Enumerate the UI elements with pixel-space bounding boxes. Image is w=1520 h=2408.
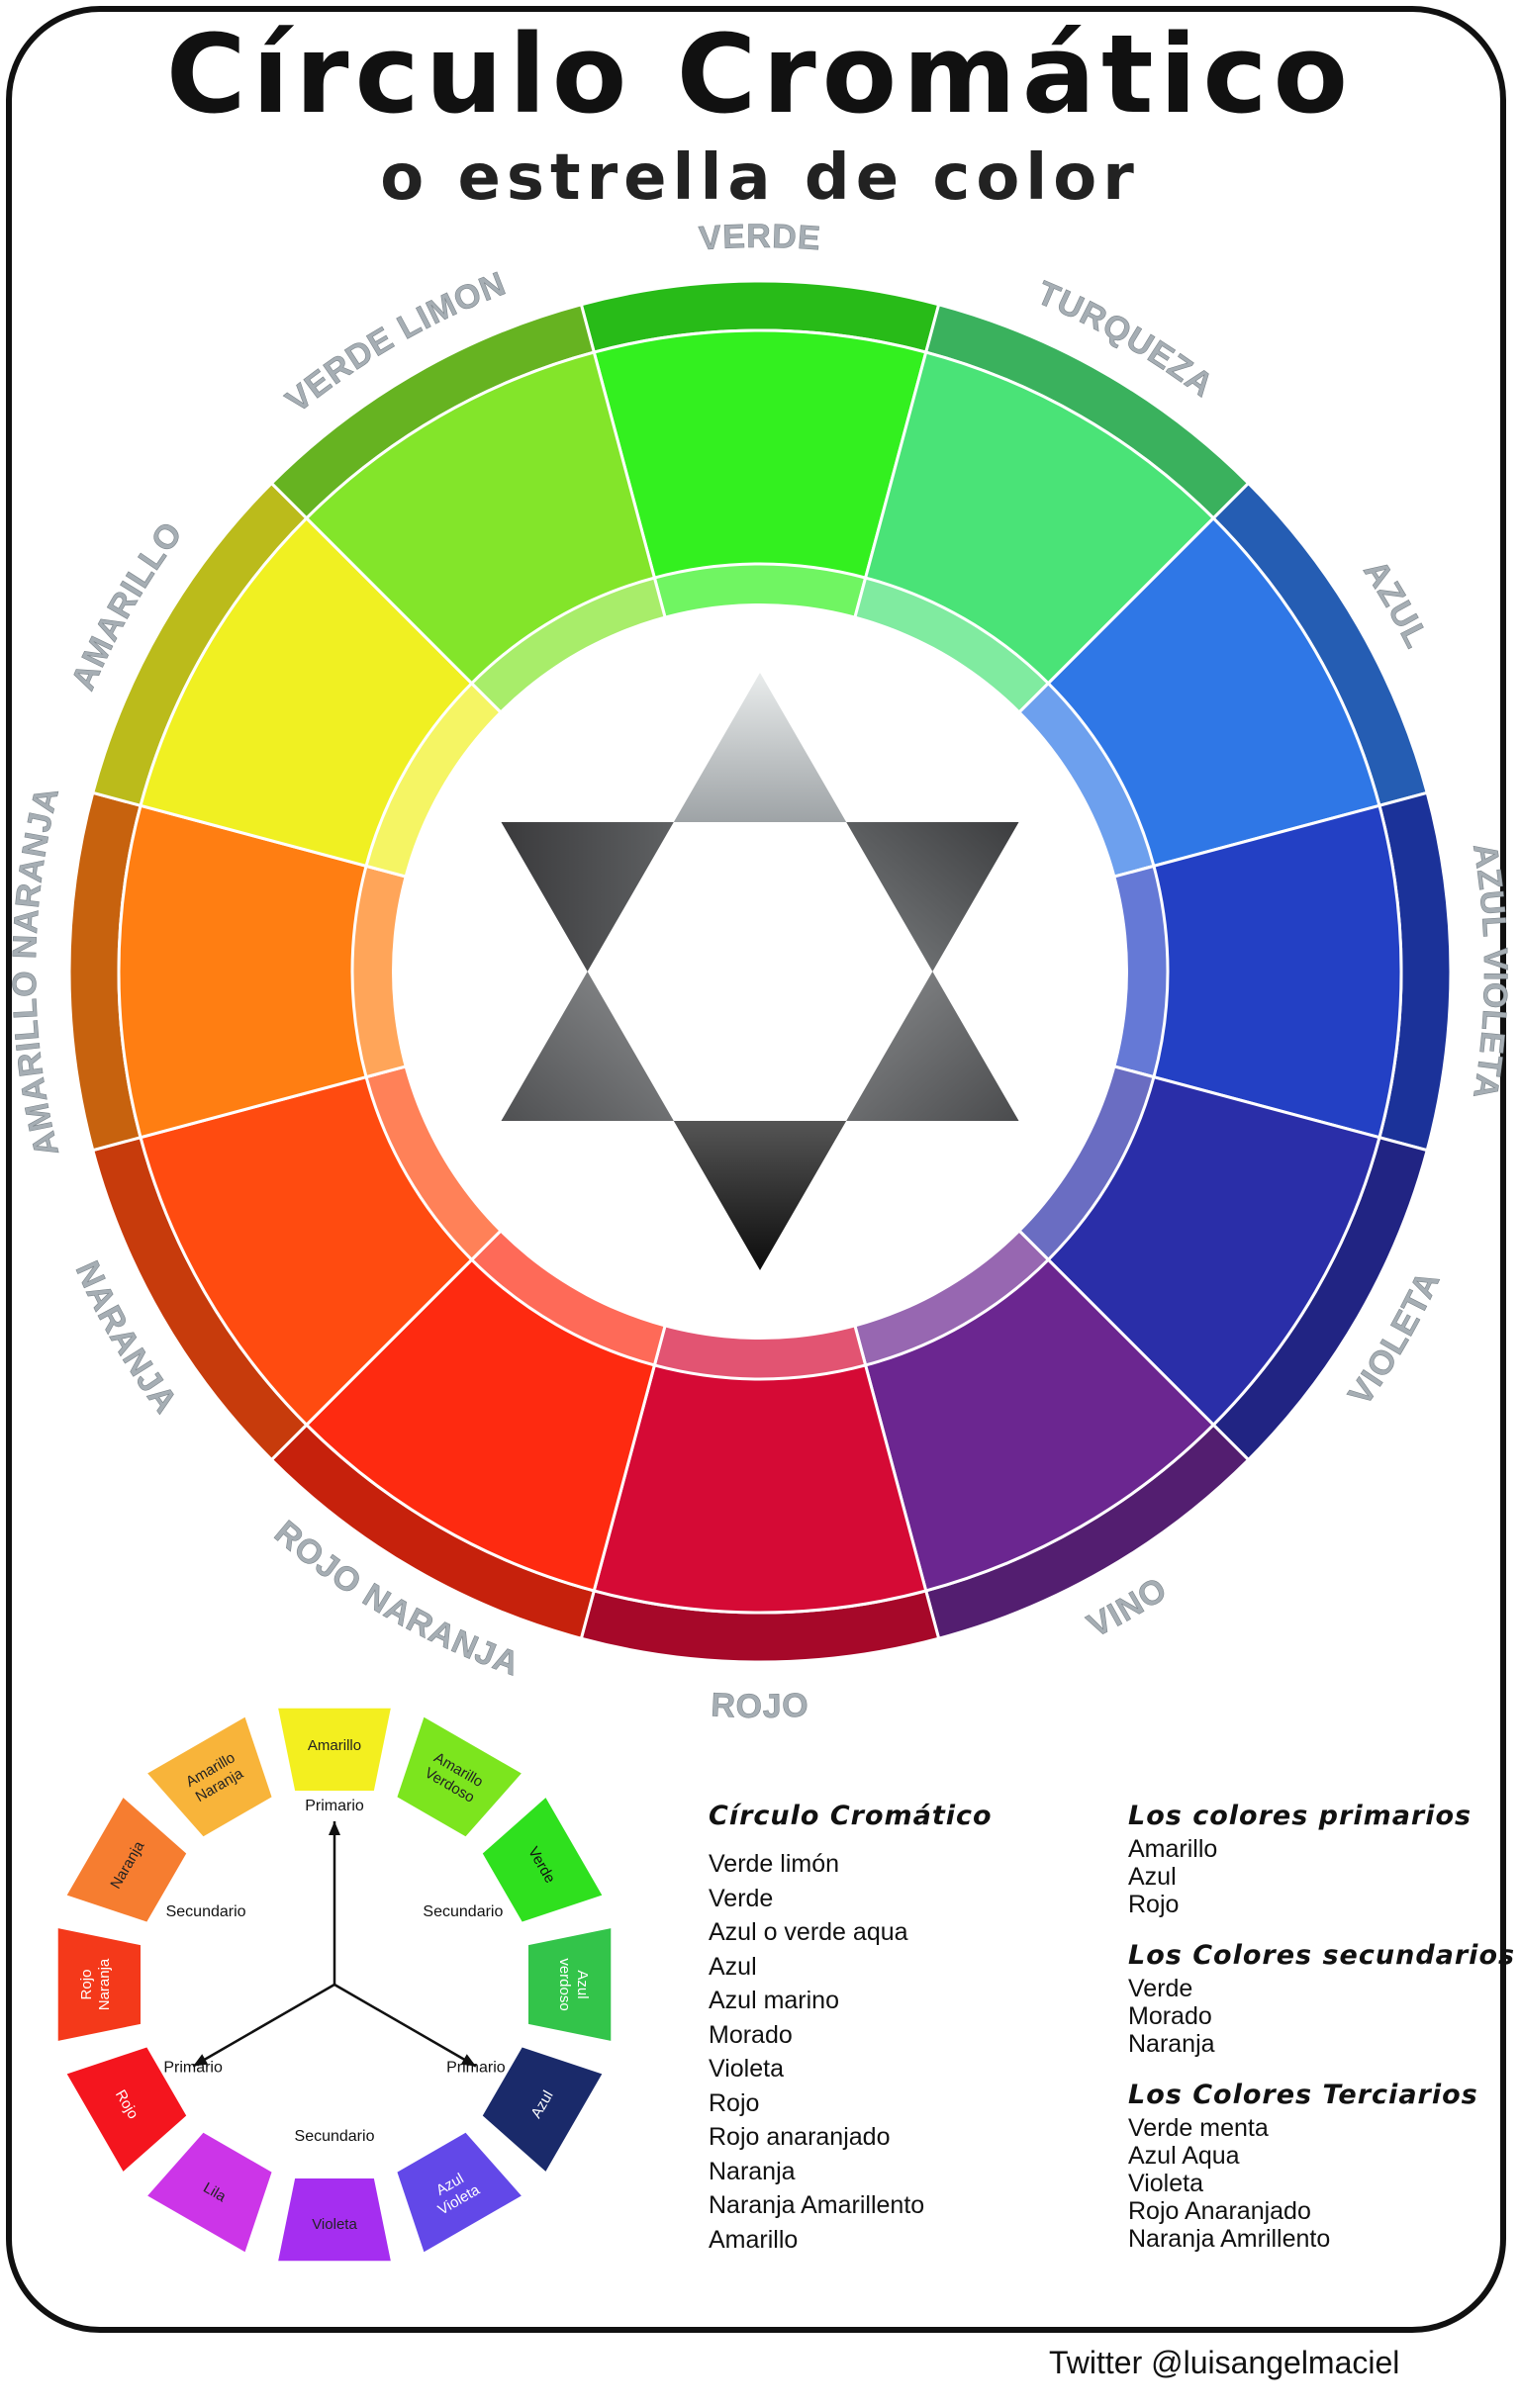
color-list-item: Amarillo bbox=[709, 2225, 799, 2254]
small-wheel-segment bbox=[147, 2132, 272, 2253]
star-triangle bbox=[846, 822, 1019, 972]
wheel-label: AMARILLO NARANJA bbox=[6, 783, 66, 1159]
page-frame bbox=[6, 6, 1506, 2333]
small-wheel-segment bbox=[527, 1928, 612, 2041]
color-list-column: Círculo Cromático Verde limón Verde Azul… bbox=[709, 1801, 993, 2257]
arrow-head bbox=[329, 1821, 340, 1835]
axis-line bbox=[333, 1983, 477, 2068]
secondary-color-item: Morado bbox=[1128, 2002, 1212, 2030]
tertiary-colors-heading: Los Colores Terciarios bbox=[1128, 2080, 1478, 2110]
color-list-item: Morado bbox=[709, 2020, 793, 2049]
primary-colors-heading: Los colores primarios bbox=[1128, 1801, 1472, 1831]
color-list-item: Rojo anaranjado bbox=[709, 2123, 891, 2151]
color-star bbox=[501, 673, 1019, 1270]
star-triangle bbox=[846, 972, 1019, 1121]
small-wheel-label: Azul bbox=[574, 1970, 591, 1998]
star-triangle bbox=[501, 972, 674, 1121]
tertiary-color-item: Rojo Anaranjado bbox=[1128, 2197, 1311, 2225]
small-wheel-segment bbox=[57, 1928, 142, 2041]
small-wheel-label: Amarillo bbox=[308, 1737, 361, 1754]
small-wheel-role-label: Primario bbox=[305, 1798, 364, 1814]
page-title: Círculo Cromático bbox=[165, 11, 1355, 138]
small-wheel-role-label: Primario bbox=[163, 2060, 223, 2077]
secondary-color-item: Naranja bbox=[1128, 2030, 1215, 2058]
small-wheel-label: Naranja bbox=[96, 1958, 113, 2010]
small-wheel-segment bbox=[482, 1798, 603, 1922]
tertiary-color-item: Verde menta bbox=[1128, 2114, 1269, 2142]
color-list-item: Verde bbox=[709, 1884, 774, 1912]
small-wheel-segment bbox=[482, 2047, 603, 2172]
tertiary-color-item: Violeta bbox=[1128, 2170, 1203, 2197]
wheel-label: AZUL bbox=[1356, 554, 1436, 655]
color-list-item: Verde limón bbox=[709, 1850, 840, 1878]
color-list-item: Naranja bbox=[709, 2157, 796, 2185]
color-groups-column: Los colores primarios Amarillo Azul Rojo… bbox=[1128, 1801, 1515, 2274]
wheel-label: VERDE bbox=[698, 218, 822, 257]
secondary-colors-heading: Los Colores secundarios bbox=[1128, 1940, 1516, 1971]
small-wheel-segment bbox=[278, 1708, 391, 1792]
small-wheel-role-label: Secundario bbox=[423, 1903, 503, 1920]
tertiary-colors-group: Los Colores Terciarios Verde menta Azul … bbox=[1128, 2080, 1515, 2253]
primary-color-item: Azul bbox=[1128, 1863, 1177, 1891]
star-triangle bbox=[501, 822, 674, 972]
color-list-item: Azul marino bbox=[709, 1987, 839, 2014]
color-list-item: Azul bbox=[709, 1952, 757, 1981]
small-wheel-label: verdoso bbox=[556, 1958, 573, 2010]
arrow-head bbox=[193, 2054, 209, 2067]
small-wheel-label: Violeta bbox=[312, 2216, 357, 2233]
small-color-wheel: AmarilloAmarilloVerdosoVerdeAzulverdosoA… bbox=[57, 1708, 612, 2262]
wheel-label: AZUL VIOLETA bbox=[1466, 841, 1514, 1103]
color-list-item: Rojo bbox=[709, 2088, 760, 2117]
small-wheel-segment bbox=[66, 2047, 187, 2172]
color-list-heading: Círculo Cromático bbox=[709, 1801, 993, 1831]
small-wheel-segment bbox=[278, 2177, 391, 2262]
twitter-credit: Twitter @luisangelmaciel bbox=[1049, 2345, 1400, 2380]
color-list-item: Azul o verde aqua bbox=[709, 1918, 908, 1946]
small-wheel-segment bbox=[147, 1716, 272, 1837]
small-wheel-segment bbox=[66, 1798, 187, 1922]
tertiary-color-item: Naranja Amrillento bbox=[1128, 2225, 1331, 2253]
primary-color-item: Amarillo bbox=[1128, 1835, 1218, 1863]
page-subtitle: o estrella de color bbox=[380, 141, 1140, 215]
small-wheel-role-label: Primario bbox=[446, 2060, 506, 2077]
arrow-head bbox=[460, 2054, 476, 2067]
primary-color-item: Rojo bbox=[1128, 1891, 1180, 1918]
color-list-item: Naranja Amarillento bbox=[709, 2191, 925, 2219]
tertiary-color-item: Azul Aqua bbox=[1128, 2142, 1240, 2170]
star-triangle bbox=[673, 1121, 847, 1270]
small-wheel-label: Rojo bbox=[78, 1970, 95, 2000]
small-wheel-role-label: Secundario bbox=[295, 2128, 375, 2145]
wheel-label: VINO bbox=[1082, 1570, 1175, 1645]
wheel-center bbox=[392, 603, 1128, 1340]
color-list-item: Violeta bbox=[709, 2055, 784, 2083]
small-wheel-segment bbox=[397, 2132, 522, 2253]
small-wheel-role-label: Secundario bbox=[166, 1903, 246, 1920]
wheel-label: ROJO bbox=[710, 1686, 809, 1725]
small-wheel-segment bbox=[397, 1716, 522, 1837]
secondary-colors-group: Los Colores secundarios Verde Morado Nar… bbox=[1128, 1940, 1515, 2058]
primary-colors-group: Los colores primarios Amarillo Azul Rojo bbox=[1128, 1801, 1515, 1918]
star-triangle bbox=[673, 673, 847, 822]
secondary-color-item: Verde bbox=[1128, 1975, 1193, 2002]
axis-line bbox=[192, 1983, 335, 2068]
